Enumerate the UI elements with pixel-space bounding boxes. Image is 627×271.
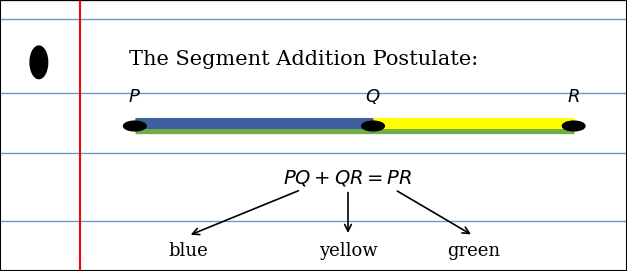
Text: $PQ+QR=PR$: $PQ+QR=PR$: [283, 167, 413, 188]
Circle shape: [362, 121, 384, 131]
Text: The Segment Addition Postulate:: The Segment Addition Postulate:: [129, 50, 478, 69]
Text: yellow: yellow: [319, 242, 377, 260]
Circle shape: [562, 121, 585, 131]
Text: $Q$: $Q$: [366, 87, 381, 106]
Ellipse shape: [30, 46, 48, 79]
Text: $P$: $P$: [129, 88, 141, 106]
Text: blue: blue: [168, 242, 208, 260]
Text: green: green: [447, 242, 500, 260]
Circle shape: [124, 121, 146, 131]
Text: $R$: $R$: [567, 88, 580, 106]
